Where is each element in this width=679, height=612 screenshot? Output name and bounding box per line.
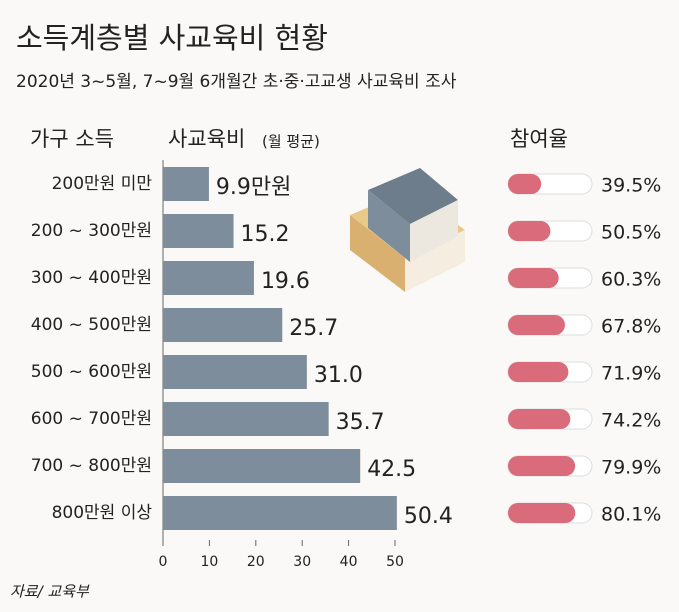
progress-bar	[508, 409, 571, 429]
value-label: 42.5	[367, 457, 416, 482]
value-label: 15.2	[241, 222, 290, 247]
progress-header: 참여율	[510, 127, 568, 151]
progress-bar	[508, 456, 576, 476]
category-label: 600 ~ 700만원	[31, 409, 152, 429]
value-label: 50.5%	[601, 222, 661, 244]
progress-bar	[508, 503, 576, 523]
value-label: 80.1%	[601, 504, 661, 526]
chart-title: 소득계층별 사교육비 현황	[16, 21, 328, 55]
bar	[163, 355, 307, 389]
progress-bar	[508, 174, 542, 194]
value-label: 71.9%	[601, 363, 661, 385]
x-tick-label: 50	[386, 554, 404, 570]
category-label: 200 ~ 300만원	[31, 221, 152, 241]
x-tick-label: 30	[293, 554, 311, 570]
category-label: 800만원 이상	[52, 503, 153, 523]
x-tick-label: 40	[340, 554, 358, 570]
value-label: 67.8%	[601, 316, 661, 338]
value-label: 39.5%	[601, 175, 661, 197]
books-illustration	[350, 168, 465, 292]
bar	[163, 261, 254, 295]
value-label: 9.9만원	[216, 175, 291, 200]
progress-bar	[508, 362, 569, 382]
x-tick-label: 10	[200, 554, 218, 570]
x-tick-label: 20	[247, 554, 265, 570]
value-label: 25.7	[289, 316, 338, 341]
bar	[163, 214, 234, 248]
category-label: 500 ~ 600만원	[31, 362, 152, 382]
bar	[163, 496, 397, 530]
progress-bar	[508, 221, 551, 241]
value-header-note: (월 평균)	[262, 133, 320, 151]
progress-bar	[508, 315, 565, 335]
bar	[163, 402, 329, 436]
value-label: 19.6	[261, 269, 310, 294]
bar	[163, 449, 361, 483]
value-label: 60.3%	[601, 269, 661, 291]
value-label: 79.9%	[601, 457, 661, 479]
progress-bar	[508, 268, 559, 288]
x-tick-label: 0	[159, 554, 168, 570]
value-header: 사교육비	[168, 127, 245, 151]
category-label: 300 ~ 400만원	[31, 268, 152, 288]
value-label: 50.4	[404, 504, 453, 529]
source: 자료/ 교육부	[10, 583, 90, 601]
value-label: 35.7	[336, 410, 385, 435]
bar	[163, 308, 283, 342]
chart-subtitle: 2020년 3~5월, 7~9월 6개월간 초·중·고교생 사교육비 조사	[16, 72, 457, 92]
category-label: 400 ~ 500만원	[31, 315, 152, 335]
category-header: 가구 소득	[30, 127, 114, 151]
category-label: 200만원 미만	[52, 174, 153, 194]
bar	[163, 167, 209, 201]
value-label: 74.2%	[601, 410, 661, 432]
value-label: 31.0	[314, 363, 363, 388]
category-label: 700 ~ 800만원	[31, 456, 152, 476]
